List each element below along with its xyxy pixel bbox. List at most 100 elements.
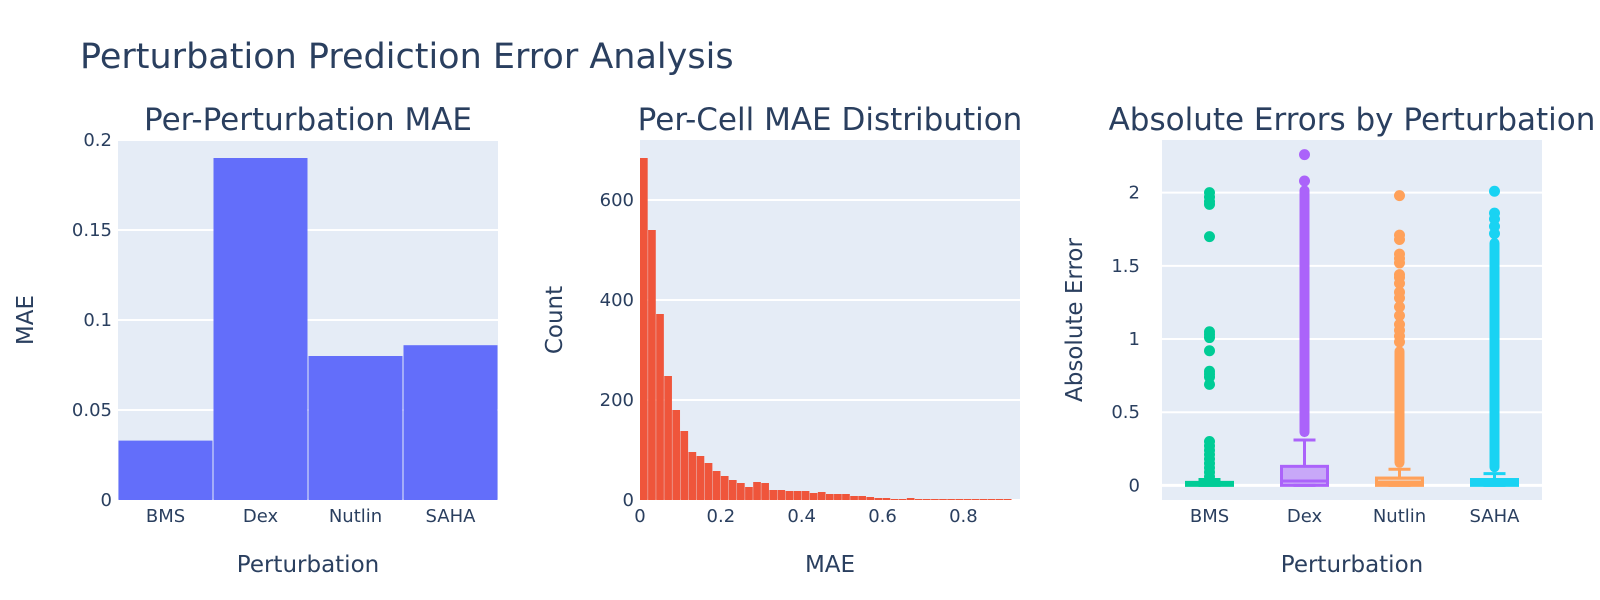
hist-bin — [890, 499, 899, 500]
hist-bin — [720, 476, 729, 500]
y-tick-label: 0 — [1129, 475, 1140, 496]
histogram-bins — [640, 158, 1012, 500]
hist-bin — [753, 482, 761, 500]
box-iqr — [1280, 464, 1329, 487]
outlier-point — [1394, 190, 1405, 202]
hist-bin — [995, 499, 1004, 500]
hist-bin — [914, 499, 923, 500]
x-tick-label: Nutlin — [1373, 506, 1426, 527]
y-tick-label: 0.1 — [83, 310, 112, 331]
outlier-point — [1394, 292, 1405, 304]
y-tick-label: 2 — [1129, 183, 1140, 204]
outlier-point — [1394, 257, 1405, 269]
x-tick-label: 0.4 — [787, 506, 816, 527]
x-tick-label: SAHA — [1470, 506, 1521, 527]
hist-bin — [672, 410, 681, 500]
hist-bin — [1003, 499, 1012, 500]
hist-bin — [858, 496, 866, 500]
outlier-point — [1489, 185, 1500, 197]
y-axis-label: Count — [542, 286, 568, 354]
x-tick-label: 0 — [634, 506, 645, 527]
y-axis-label: MAE — [13, 295, 39, 345]
hist-bin — [850, 496, 858, 500]
hist-bin — [680, 431, 689, 500]
x-tick-labels: BMS Dex Nutlin SAHA — [146, 506, 476, 527]
hist-bin — [769, 490, 778, 500]
y-tick-labels: 0 0.05 0.1 0.15 0.2 — [72, 130, 112, 511]
hist-bin — [842, 494, 850, 500]
box-bms — [1185, 187, 1234, 487]
hist-bin — [696, 456, 705, 500]
x-tick-label: 0.6 — [868, 506, 897, 527]
hist-bin — [882, 498, 891, 500]
y-tick-label: 600 — [600, 190, 634, 211]
hist-bin — [817, 492, 826, 500]
outlier-point — [1204, 345, 1215, 357]
outlier-point — [1204, 198, 1215, 210]
hist-bin — [648, 230, 656, 500]
x-tick-label: BMS — [1190, 506, 1229, 527]
bar-saha — [403, 345, 498, 500]
hist-bin — [728, 480, 737, 500]
chart-title: Per-Perturbation MAE — [144, 102, 472, 138]
hist-bin — [809, 493, 818, 500]
hist-bin — [955, 499, 964, 500]
x-tick-label: Dex — [243, 506, 279, 527]
hist-bin — [664, 376, 672, 500]
outlier-point — [1299, 175, 1310, 187]
hist-bin — [898, 499, 907, 500]
hist-bin — [874, 498, 883, 500]
y-tick-label: 0.05 — [72, 400, 112, 421]
box-saha — [1470, 185, 1519, 487]
hist-bin — [931, 499, 939, 500]
hist-bin — [745, 487, 753, 500]
x-axis-label: Perturbation — [1281, 552, 1423, 578]
hist-bin — [834, 494, 842, 500]
box-traces — [1185, 149, 1519, 487]
bars — [118, 158, 498, 500]
hist-bin — [939, 499, 947, 500]
hist-bin — [963, 499, 972, 500]
y-tick-label: 1 — [1129, 329, 1140, 350]
x-tick-label: 0.2 — [707, 506, 736, 527]
hist-bin — [922, 499, 931, 500]
x-tick-label: SAHA — [426, 506, 477, 527]
outlier-point — [1394, 310, 1405, 322]
outlier-point — [1299, 149, 1310, 161]
x-tick-label: 0.8 — [949, 506, 978, 527]
x-tick-labels: 0 0.2 0.4 0.6 0.8 — [634, 506, 977, 527]
outlier-band — [1299, 185, 1310, 438]
outlier-point — [1204, 378, 1215, 390]
hist-bin — [801, 491, 810, 500]
y-tick-label: 0 — [623, 490, 634, 511]
bar-dex — [213, 158, 308, 500]
chart-title: Absolute Errors by Perturbation — [1109, 102, 1596, 138]
hist-bin — [979, 499, 988, 500]
outlier-point — [1394, 234, 1405, 246]
hist-bin — [785, 491, 794, 500]
outlier-point — [1204, 231, 1215, 243]
hist-bin — [825, 494, 834, 500]
x-tick-label: Dex — [1287, 506, 1323, 527]
y-tick-labels: 0 200 400 600 — [600, 190, 634, 511]
y-tick-label: 400 — [600, 290, 634, 311]
bar-nutlin — [308, 356, 403, 500]
outlier-band — [1394, 346, 1405, 468]
outlier-point — [1394, 336, 1405, 348]
hist-bin — [906, 498, 915, 500]
y-tick-label: 1.5 — [1111, 256, 1140, 277]
x-tick-labels: BMS Dex Nutlin SAHA — [1190, 506, 1520, 527]
outlier-band — [1489, 238, 1500, 473]
x-tick-label: BMS — [146, 506, 185, 527]
hist-bin — [793, 491, 802, 500]
outlier-point — [1394, 301, 1405, 313]
hist-bin — [712, 471, 721, 500]
abs-error-box-chart: 0 0.5 1 1.5 2 BMS Dex Nutlin SAHA Absolute Erro… — [1062, 102, 1595, 578]
x-tick-label: Nutlin — [329, 506, 382, 527]
outlier-point — [1489, 228, 1500, 240]
box-nutlin — [1375, 190, 1424, 487]
hist-bin — [971, 499, 980, 500]
mae-bar-chart: 0 0.05 0.1 0.15 0.2 BMS Dex Nutlin SAHA Per-Per… — [13, 102, 498, 578]
bar-bms — [118, 440, 213, 500]
